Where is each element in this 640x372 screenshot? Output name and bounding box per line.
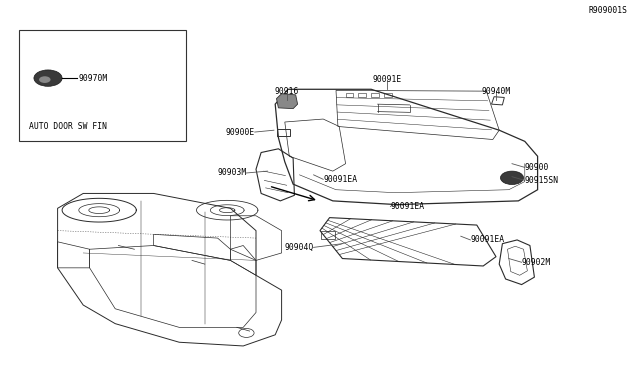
- Circle shape: [39, 76, 51, 83]
- Text: R909001S: R909001S: [588, 6, 627, 15]
- Text: 90915SN: 90915SN: [525, 176, 559, 185]
- Bar: [384, 93, 392, 97]
- Bar: [277, 129, 290, 136]
- Bar: [346, 93, 353, 97]
- Text: 90900: 90900: [525, 163, 549, 172]
- Text: 90091EA: 90091EA: [390, 202, 424, 211]
- Text: 90091EA: 90091EA: [470, 235, 504, 244]
- Text: AUTO DOOR SW FIN: AUTO DOOR SW FIN: [29, 122, 107, 131]
- Bar: [371, 93, 379, 97]
- Text: 90900E: 90900E: [225, 128, 255, 137]
- Text: 90903M: 90903M: [217, 169, 246, 177]
- Text: 90916: 90916: [275, 87, 299, 96]
- Text: 90091E: 90091E: [372, 76, 402, 84]
- Circle shape: [500, 171, 524, 185]
- Text: 90091EA: 90091EA: [323, 175, 357, 184]
- Text: 90902M: 90902M: [522, 258, 551, 267]
- Text: 90940M: 90940M: [481, 87, 511, 96]
- Polygon shape: [276, 94, 298, 109]
- Bar: [321, 231, 335, 239]
- Circle shape: [34, 70, 62, 86]
- Text: 90970M: 90970M: [79, 74, 108, 83]
- Bar: [358, 93, 366, 97]
- Text: 90904Q: 90904Q: [284, 243, 314, 252]
